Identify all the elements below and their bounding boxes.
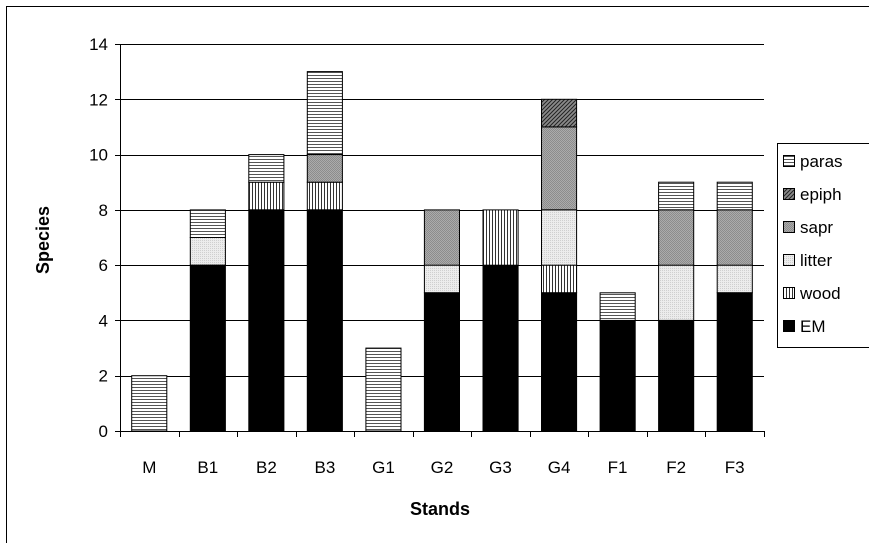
x-tick-label-G3: G3: [489, 458, 512, 477]
bar-segment-G4-sapr: [541, 126, 578, 211]
y-tick-labels: 0 2 4 6 8 10 12 14: [89, 35, 108, 441]
x-tick-label-F3: F3: [725, 458, 745, 477]
x-tick-label-G1: G1: [372, 458, 395, 477]
legend-box: [777, 143, 869, 348]
bar-segment-G4-litter: [541, 209, 578, 266]
legend-label-wood: wood: [799, 284, 841, 303]
legend-swatch-paras: [783, 155, 795, 167]
bar-segment-G3-wood: [482, 209, 519, 266]
bar-segment-F3-paras: [716, 181, 753, 211]
x-tick-label-B1: B1: [197, 458, 218, 477]
x-tick-label-G4: G4: [548, 458, 571, 477]
x-tick-labels: M B1 B2 B3 G1 G2 G3 G4 F1 F2 F3: [142, 458, 744, 477]
legend-swatch-EM: [783, 320, 795, 332]
bar-segment-F3-sapr: [716, 209, 753, 266]
bar-segment-B3-sapr: [306, 154, 343, 183]
bar-segment-G4-wood: [541, 264, 578, 294]
bar-segment-F3-EM: [716, 292, 753, 432]
x-tick-label-M: M: [142, 458, 156, 477]
y-tick-label-2: 2: [99, 367, 108, 386]
x-tick-label-F2: F2: [666, 458, 686, 477]
legend-label-sapr: sapr: [800, 218, 833, 237]
bar-segment-G2-sapr: [423, 209, 460, 266]
y-tick-label-10: 10: [89, 146, 108, 165]
bar-segment-F1-paras: [599, 292, 636, 321]
legend-label-litter: litter: [800, 251, 832, 270]
bar-segment-B2-paras: [248, 154, 285, 183]
bar-segment-G3-EM: [482, 264, 519, 432]
y-tick-label-12: 12: [89, 90, 108, 109]
bar-segment-B3-wood: [306, 181, 343, 211]
bar-segment-F2-sapr: [658, 209, 695, 266]
bar-segment-G2-EM: [423, 292, 460, 432]
bar-segment-F2-paras: [658, 181, 695, 211]
bar-segment-F2-EM: [658, 319, 695, 432]
y-axis-label: Species: [33, 206, 53, 274]
bar-segment-B2-wood: [248, 181, 285, 211]
bar-segment-F2-litter: [658, 264, 695, 321]
chart-border: [6, 6, 869, 543]
bar-segment-G1-paras: [365, 347, 402, 432]
x-tick-label-F1: F1: [608, 458, 628, 477]
x-tick-label-B2: B2: [256, 458, 277, 477]
axes: [115, 44, 765, 437]
bar-segment-G2-litter: [423, 264, 460, 294]
bar-segment-F1-EM: [599, 319, 636, 432]
x-axis-label: Stands: [410, 499, 470, 519]
legend: paras epiph sapr litter wood EM: [777, 143, 869, 348]
bar-segment-M-paras: [131, 375, 168, 432]
x-tick-label-G2: G2: [431, 458, 454, 477]
y-tick-label-8: 8: [99, 201, 108, 220]
bar-segment-B1-paras: [189, 209, 226, 238]
bars: [131, 71, 753, 432]
bar-segment-G4-EM: [541, 292, 578, 432]
legend-label-paras: paras: [800, 152, 843, 171]
legend-label-EM: EM: [800, 317, 826, 336]
bar-segment-B2-EM: [248, 209, 285, 432]
bar-segment-B1-litter: [189, 237, 226, 266]
bar-segment-B1-EM: [189, 264, 226, 432]
y-tick-label-0: 0: [99, 422, 108, 441]
bar-segment-F3-litter: [716, 264, 753, 294]
legend-swatch-sapr: [783, 221, 795, 233]
legend-swatch-epiph: [783, 188, 795, 200]
y-tick-label-14: 14: [89, 35, 108, 54]
legend-swatch-wood: [783, 287, 795, 299]
legend-label-epiph: epiph: [800, 185, 842, 204]
bar-segment-B3-paras: [306, 71, 343, 155]
bar-segment-B3-EM: [306, 209, 343, 432]
y-tick-label-4: 4: [99, 311, 108, 330]
y-tick-label-6: 6: [99, 256, 108, 275]
bar-segment-G4-epiph: [541, 98, 578, 128]
legend-swatch-litter: [783, 254, 795, 266]
x-tick-label-B3: B3: [315, 458, 336, 477]
